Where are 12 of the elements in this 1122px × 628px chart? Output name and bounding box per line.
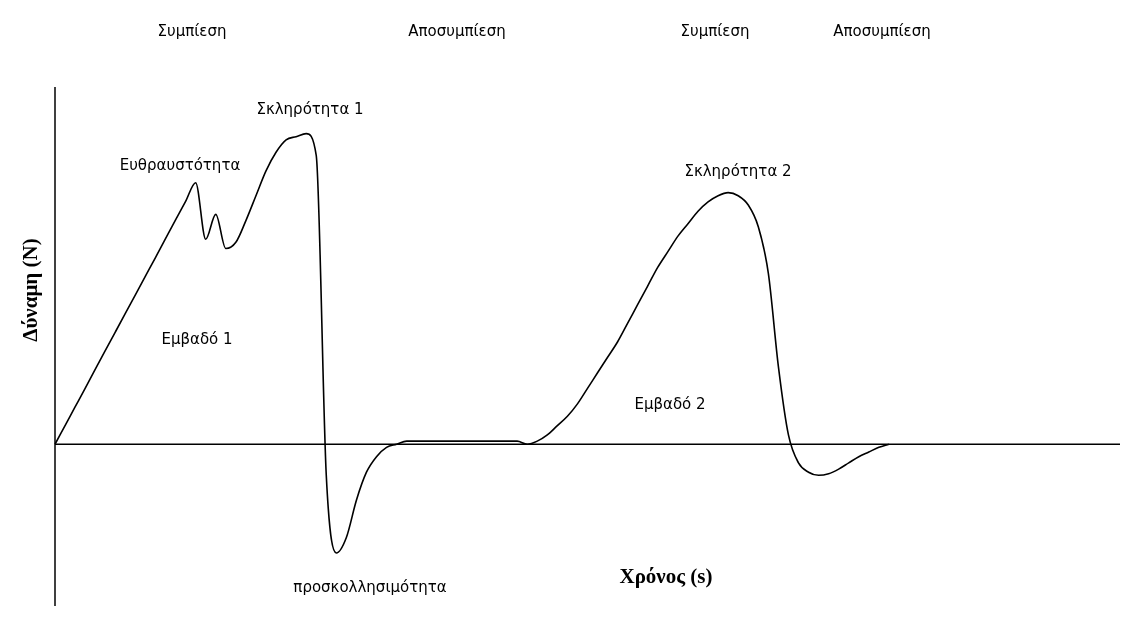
text: προσκολλησιμότητα <box>293 577 447 596</box>
text: Συμπίεση <box>680 21 750 40</box>
annotation: Εμβαδό 1 <box>161 329 233 348</box>
text: Σκληρότητα 1 <box>256 99 364 118</box>
annotation: Ευθραυστότητα <box>119 155 241 174</box>
y-axis-title: Δύναμη (N) <box>18 238 43 342</box>
text: Αποσυμπίεση <box>408 21 506 40</box>
text: Αποσυμπίεση <box>833 21 931 40</box>
x-axis-title: Χρόνος (s) <box>619 564 713 589</box>
annotation: Σκληρότητα 2 <box>684 161 792 180</box>
text: Συμπίεση <box>157 21 227 40</box>
annotation: Εμβαδό 2 <box>634 394 706 413</box>
